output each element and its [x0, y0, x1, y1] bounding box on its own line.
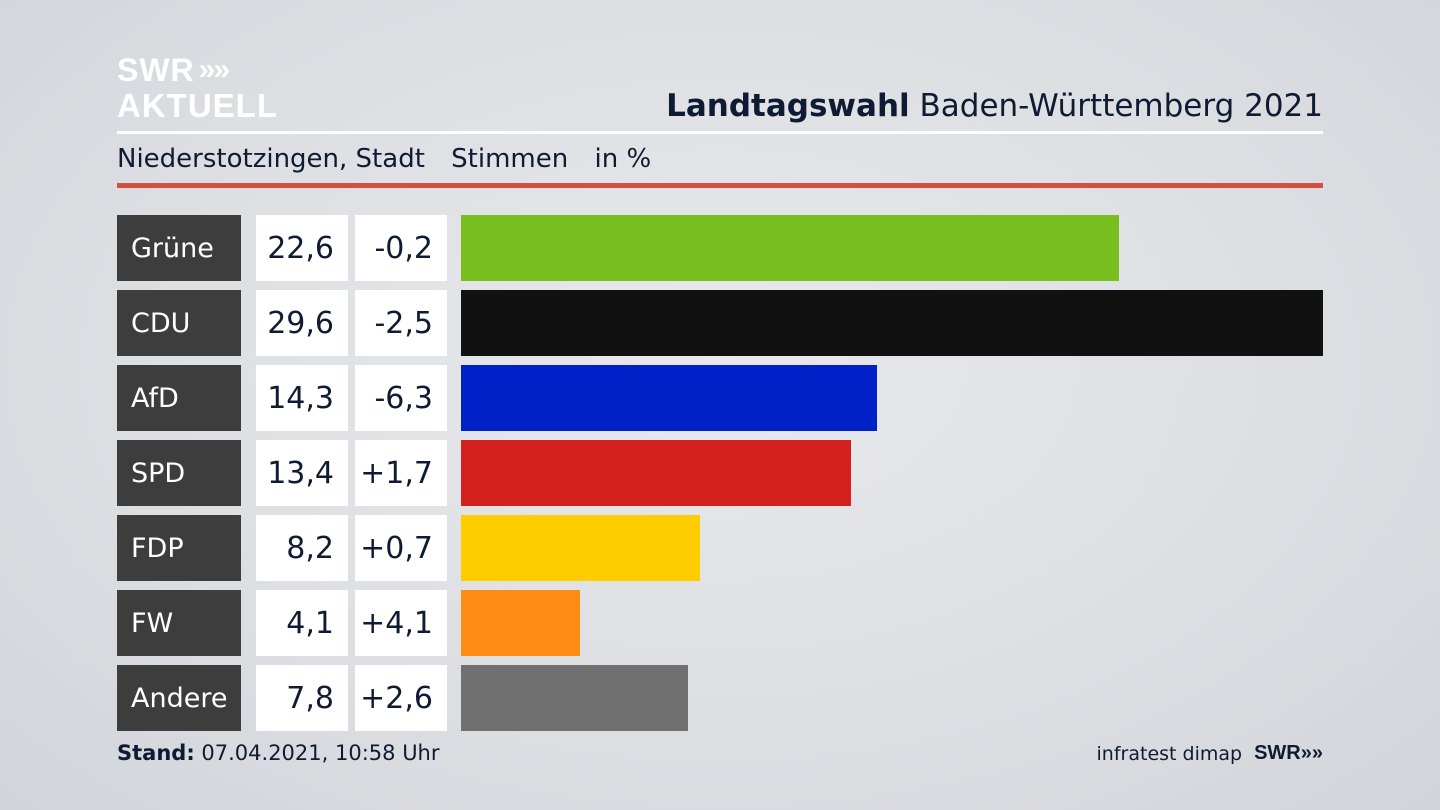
accent-divider: [117, 183, 1323, 188]
party-label: CDU: [117, 290, 241, 356]
subheader-place: Niederstotzingen, Stadt: [117, 144, 425, 174]
stand-label: Stand:: [117, 741, 195, 765]
party-label: SPD: [117, 440, 241, 506]
title-bold: Landtagswahl: [666, 88, 910, 124]
subheader-unit: in %: [594, 144, 652, 174]
chart-row: Andere 7,8 +2,6: [117, 665, 1323, 731]
vote-share-bar: [461, 590, 580, 656]
vote-share-value: 4,1: [256, 590, 348, 656]
title-rest: Baden-Württemberg 2021: [919, 88, 1323, 124]
vote-share-bar: [461, 440, 851, 506]
party-label: FW: [117, 590, 241, 656]
subheader: Niederstotzingen, Stadt Stimmen in %: [117, 144, 669, 174]
vote-share-bar: [461, 515, 700, 581]
subheader-measure: Stimmen: [451, 144, 569, 174]
logo-aktuell-text: AKTUELL: [117, 87, 278, 124]
chart-row: AfD 14,3 -6,3: [117, 365, 1323, 431]
chart-row: Grüne 22,6 -0,2: [117, 215, 1323, 281]
change-value: +4,1: [355, 590, 447, 656]
footer-chevron-icon-2: »: [1311, 742, 1323, 764]
change-value: +0,7: [355, 515, 447, 581]
change-value: -6,3: [355, 365, 447, 431]
vote-share-value: 7,8: [256, 665, 348, 731]
change-value: -2,5: [355, 290, 447, 356]
change-value: -0,2: [355, 215, 447, 281]
vote-share-value: 8,2: [256, 515, 348, 581]
vote-share-value: 14,3: [256, 365, 348, 431]
timestamp: Stand: 07.04.2021, 10:58 Uhr: [117, 741, 440, 765]
party-label: AfD: [117, 365, 241, 431]
footer-chevron-icon: »: [1300, 742, 1312, 764]
party-label: FDP: [117, 515, 241, 581]
chart-row: FDP 8,2 +0,7: [117, 515, 1323, 581]
logo-chevron-icon: »: [198, 53, 216, 86]
title-divider: [117, 131, 1323, 134]
logo-swr-text: SWR: [117, 52, 195, 88]
vote-share-bar: [461, 665, 688, 731]
chart-row: SPD 13,4 +1,7: [117, 440, 1323, 506]
vote-share-value: 29,6: [256, 290, 348, 356]
change-value: +2,6: [355, 665, 447, 731]
party-label: Andere: [117, 665, 241, 731]
swr-footer-logo: SWR»»: [1254, 742, 1323, 765]
party-label: Grüne: [117, 215, 241, 281]
chart-row: FW 4,1 +4,1: [117, 590, 1323, 656]
vote-share-value: 13,4: [256, 440, 348, 506]
source-credit: infratest dimap SWR»»: [1097, 742, 1323, 765]
vote-share-value: 22,6: [256, 215, 348, 281]
swr-brand: SWR: [1254, 742, 1301, 764]
swr-aktuell-logo: SWR»» AKTUELL: [117, 54, 278, 122]
source-label: infratest dimap: [1096, 742, 1243, 765]
stand-value: 07.04.2021, 10:58 Uhr: [201, 741, 440, 765]
change-value: +1,7: [355, 440, 447, 506]
page-title: Landtagswahl Baden-Württemberg 2021: [666, 88, 1323, 124]
chart-row: CDU 29,6 -2,5: [117, 290, 1323, 356]
logo-chevron-icon-2: »: [213, 53, 230, 86]
vote-share-bar: [461, 365, 877, 431]
vote-share-bar: [461, 215, 1119, 281]
vote-share-bar: [461, 290, 1323, 356]
